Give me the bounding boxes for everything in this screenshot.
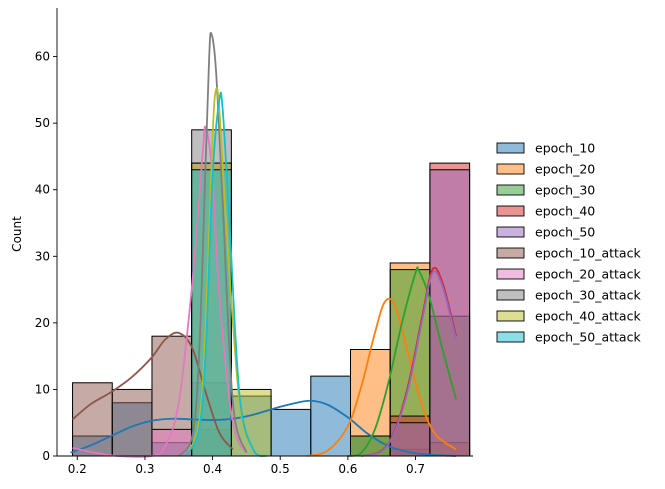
legend-label-epoch_10: epoch_10 [535,141,595,156]
bar-epoch_10-bin-6 [310,375,351,457]
kde-line-epoch_50 [361,270,457,457]
y-axis-label: Count [10,216,24,252]
legend-swatch-epoch_20_attack [496,268,525,280]
x-tick-label: 0.2 [68,462,87,476]
x-tick-label: 0.3 [135,462,154,476]
x-tick-label: 0.5 [271,462,290,476]
legend-swatch-epoch_40 [496,205,525,217]
legend-swatch-epoch_30_attack [496,289,525,301]
y-tick-label: 60 [35,50,50,64]
y-tick-label: 40 [35,183,50,197]
legend-label-epoch_50_attack: epoch_50_attack [535,330,641,345]
legend-label-epoch_20_attack: epoch_20_attack [535,267,641,282]
x-tick-label: 0.7 [406,462,425,476]
x-tick-label: 0.6 [338,462,357,476]
legend-swatch-epoch_50 [496,226,525,238]
legend-label-epoch_40_attack: epoch_40_attack [535,309,641,324]
kde-line-epoch_30 [347,266,457,457]
kde-line-epoch_30_attack [178,31,248,457]
y-tick-label: 10 [35,382,50,396]
y-axis-ticks: 0 10 20 30 40 50 60 [35,50,57,463]
legend: epoch_10 epoch_20 epoch_30 epoch_40 epoch_50… [496,141,641,345]
x-axis-ticks: 0.2 0.3 0.4 0.5 0.6 0.7 [68,456,425,476]
legend-swatch-epoch_40_attack [496,310,525,322]
legend-label-epoch_40: epoch_40 [535,204,595,219]
legend-label-epoch_30_attack: epoch_30_attack [535,288,641,303]
axes: 0.2 0.3 0.4 0.5 0.6 0.7 0 10 20 30 40 50 60 Count [10,8,473,476]
legend-label-epoch_50: epoch_50 [535,225,595,240]
legend-swatch-epoch_10 [496,142,525,154]
y-tick-label: 0 [42,449,50,463]
kde-line-epoch_20 [307,297,457,457]
bar-epoch_10-bin-5 [270,408,312,457]
legend-swatch-epoch_30 [496,184,525,196]
y-tick-label: 50 [35,116,50,130]
x-tick-label: 0.4 [203,462,222,476]
legend-label-epoch_10_attack: epoch_10_attack [535,246,641,261]
legend-label-epoch_30: epoch_30 [535,183,595,198]
y-tick-label: 20 [35,316,50,330]
legend-swatch-epoch_10_attack [496,247,525,259]
legend-label-epoch_20: epoch_20 [535,162,595,177]
y-tick-label: 30 [35,249,50,263]
kde-line-epoch_50_attack [184,91,268,457]
legend-swatch-epoch_50_attack [496,331,525,343]
kde-line-epoch_10_attack [71,331,234,450]
legend-swatch-epoch_20 [496,163,525,175]
